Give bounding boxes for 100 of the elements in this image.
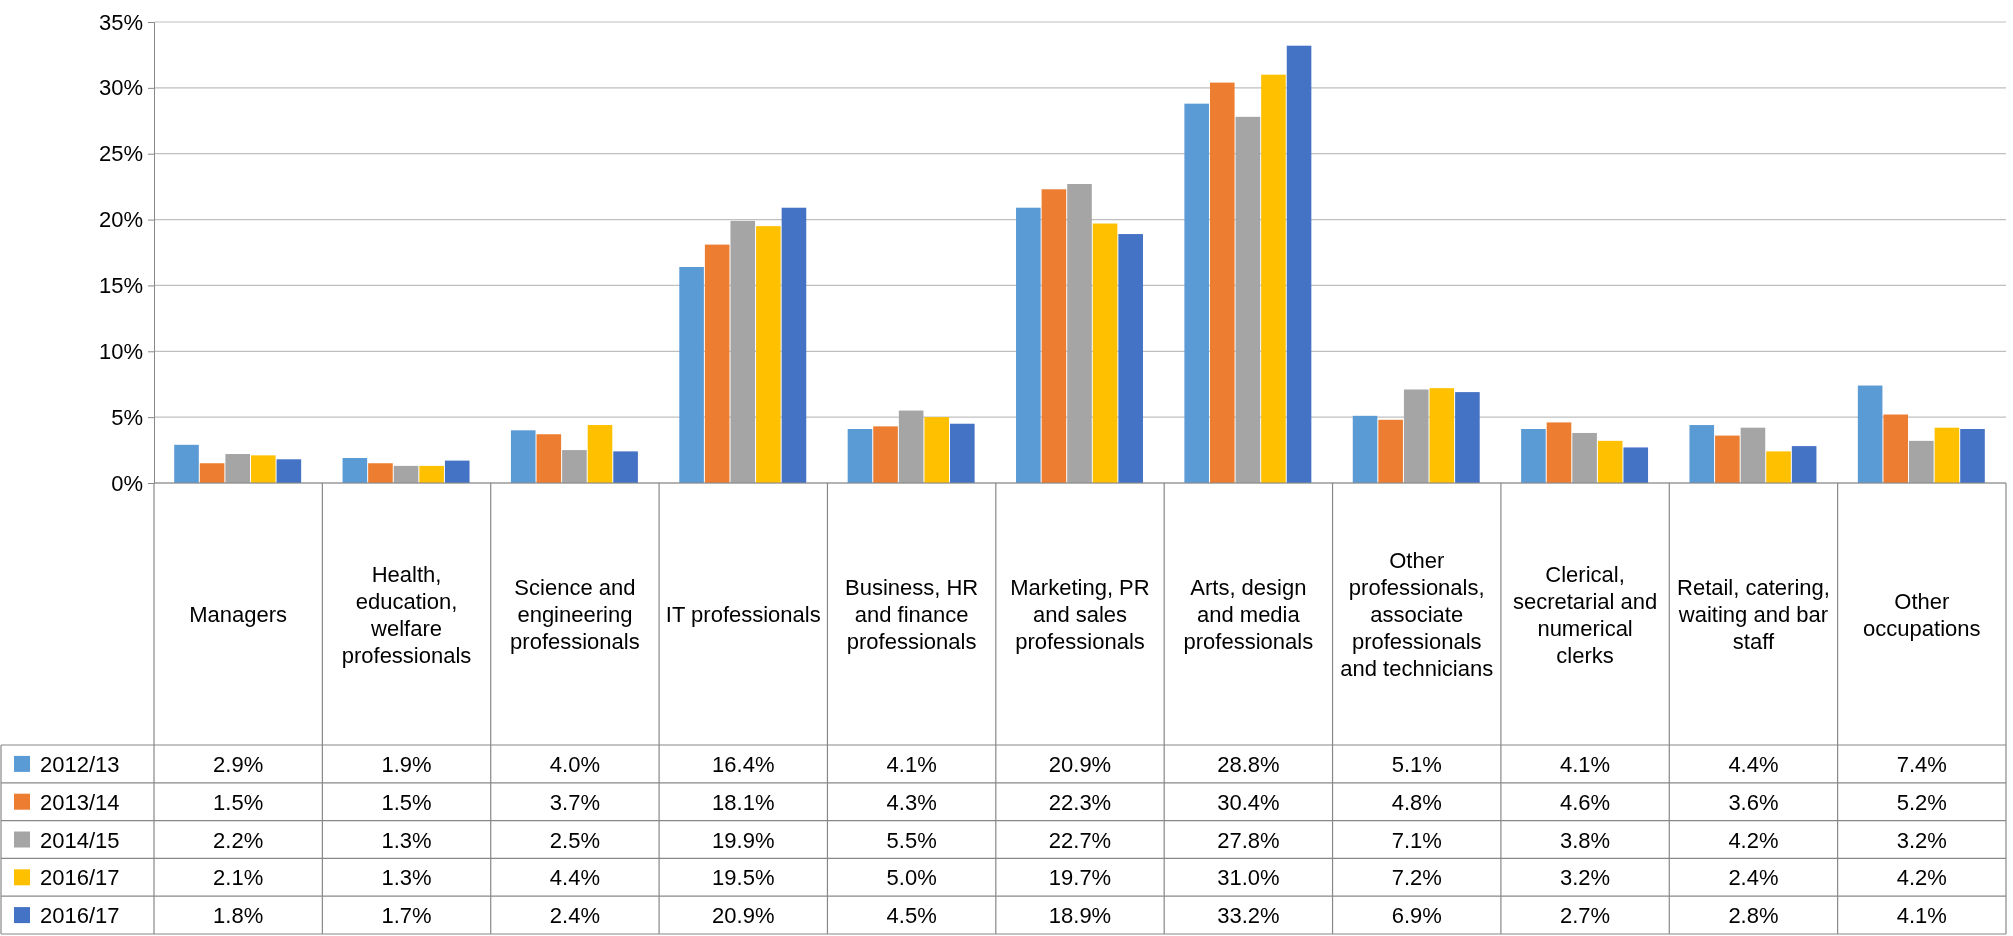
bar xyxy=(1429,388,1455,483)
y-tick-label: 10% xyxy=(98,338,143,364)
data-label: 4.4% xyxy=(549,865,600,891)
data-label: 4.3% xyxy=(886,789,937,815)
bar xyxy=(847,429,873,483)
bar xyxy=(730,220,756,483)
bar xyxy=(1352,415,1378,483)
data-label: 18.9% xyxy=(1048,903,1112,929)
bar xyxy=(1766,451,1791,483)
data-label: 1.5% xyxy=(381,789,432,815)
data-label: 33.2% xyxy=(1217,903,1280,929)
bar xyxy=(1597,440,1623,483)
bar xyxy=(613,451,638,483)
legend-label: 2016/17 xyxy=(40,903,120,929)
bar xyxy=(873,426,898,483)
data-label: 22.3% xyxy=(1048,789,1112,815)
bar xyxy=(174,444,199,483)
bar xyxy=(1689,425,1715,483)
bar xyxy=(756,226,781,483)
bar xyxy=(419,465,444,483)
y-tick-label: 5% xyxy=(111,404,143,430)
data-label: 4.1% xyxy=(886,751,937,777)
data-label: 16.4% xyxy=(712,751,775,777)
data-label: 1.8% xyxy=(213,903,264,929)
data-label: 6.9% xyxy=(1391,903,1442,929)
bar xyxy=(1286,45,1312,483)
data-label: 2.7% xyxy=(1560,903,1611,929)
data-label: 28.8% xyxy=(1217,751,1280,777)
bar xyxy=(1092,223,1118,483)
data-label: 2.9% xyxy=(213,751,264,777)
x-tick-label: Arts, design and media professionals xyxy=(1183,575,1314,654)
bar xyxy=(1455,392,1480,483)
x-tick-label: Other occupations xyxy=(1863,588,1981,641)
y-tick-label: 0% xyxy=(111,470,143,496)
x-tick-label: IT professionals xyxy=(665,602,821,627)
bar xyxy=(1572,432,1597,483)
legend-label: 2013/14 xyxy=(40,789,120,815)
bar xyxy=(536,434,562,483)
bar xyxy=(199,463,225,483)
data-label: 5.1% xyxy=(1391,751,1442,777)
data-label: 4.5% xyxy=(886,903,937,929)
data-label: 5.0% xyxy=(886,865,937,891)
bar xyxy=(1016,207,1041,483)
bar xyxy=(1209,82,1235,483)
bar xyxy=(1740,427,1766,483)
bar xyxy=(1960,429,1985,483)
bar xyxy=(225,454,250,483)
y-tick-label: 35% xyxy=(98,9,143,35)
data-label: 18.1% xyxy=(712,789,775,815)
data-label: 7.1% xyxy=(1391,827,1442,853)
data-label: 4.2% xyxy=(1728,827,1779,853)
x-tick-label: Marketing, PR and sales professionals xyxy=(1010,575,1150,654)
bar xyxy=(1118,234,1143,483)
bar xyxy=(1261,74,1286,483)
data-label: 4.1% xyxy=(1560,751,1611,777)
x-tick-label: Retail, catering, waiting and bar staff xyxy=(1677,575,1830,654)
data-label: 4.1% xyxy=(1896,903,1947,929)
data-label: 7.4% xyxy=(1896,751,1947,777)
data-label: 27.8% xyxy=(1217,827,1280,853)
data-label: 2.1% xyxy=(213,865,264,891)
x-tick-label: Clerical, secretarial and numerical clerks xyxy=(1512,561,1658,668)
bar xyxy=(1521,429,1546,483)
data-label: 3.6% xyxy=(1728,789,1779,815)
data-label: 2.4% xyxy=(549,903,600,929)
legend-label: 2014/15 xyxy=(40,827,120,853)
data-label: 3.2% xyxy=(1560,865,1611,891)
bar xyxy=(1715,435,1740,483)
bar xyxy=(950,423,975,483)
y-tick-label: 15% xyxy=(98,272,143,298)
bar xyxy=(1546,422,1572,483)
bar xyxy=(1041,189,1067,483)
bar xyxy=(1791,446,1817,483)
bar xyxy=(510,430,536,483)
data-label: 20.9% xyxy=(1048,751,1112,777)
data-label: 2.4% xyxy=(1728,865,1779,891)
bar xyxy=(1403,389,1429,483)
data-label: 1.3% xyxy=(381,827,432,853)
bar xyxy=(1883,414,1909,483)
bar xyxy=(898,410,924,483)
bar xyxy=(1623,447,1649,483)
data-label: 4.0% xyxy=(549,751,600,777)
bar xyxy=(679,266,704,483)
data-label: 19.5% xyxy=(712,865,775,891)
data-label: 3.7% xyxy=(549,789,600,815)
data-label: 1.9% xyxy=(381,751,432,777)
bar xyxy=(393,465,419,483)
bar xyxy=(924,417,950,483)
data-label: 3.2% xyxy=(1896,827,1947,853)
data-label: 19.7% xyxy=(1048,865,1112,891)
legend-label: 2016/17 xyxy=(40,865,120,891)
x-tick-label: Managers xyxy=(189,602,288,627)
x-tick-label: Science and engineering professionals xyxy=(510,575,640,654)
bar xyxy=(1934,427,1960,483)
x-tick-label: Business, HR and finance professionals xyxy=(845,575,979,654)
data-label: 2.2% xyxy=(213,827,264,853)
x-tick-label: Health, education, welfare professionals xyxy=(341,561,472,668)
bar xyxy=(1235,116,1261,483)
bar xyxy=(587,425,613,483)
data-label: 31.0% xyxy=(1217,865,1280,891)
bar xyxy=(1909,440,1934,483)
